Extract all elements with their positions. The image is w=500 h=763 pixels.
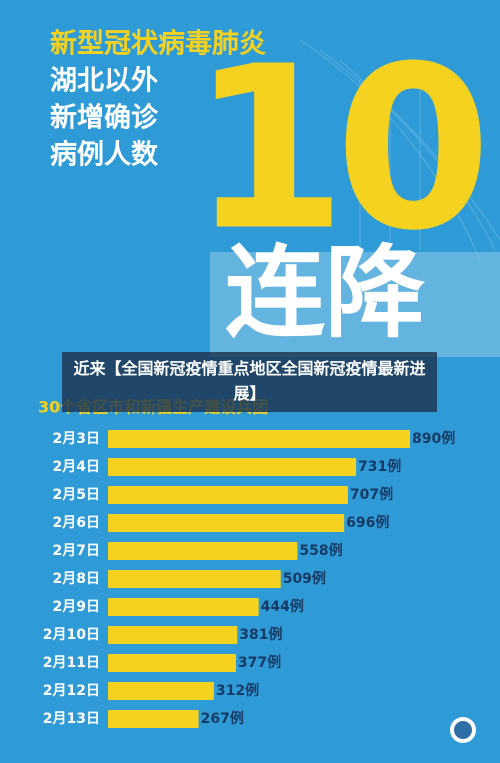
bar (108, 514, 345, 532)
emblem-inner (454, 721, 472, 739)
bar (108, 458, 357, 476)
title-line: 新增确诊 (50, 102, 159, 134)
headline-number: 10 (190, 19, 481, 281)
headline-text: 连降 (225, 234, 425, 351)
bar (108, 430, 410, 448)
headline-band (210, 252, 500, 357)
bar (108, 626, 238, 644)
caption: 近来【全国新冠疫情重点地区全国新冠疫情最新进展】 (73, 359, 426, 403)
value-label: 731例 (358, 458, 401, 475)
bar (108, 598, 259, 616)
bar (108, 542, 298, 560)
title-line: 湖北以外 (50, 66, 158, 97)
category-label: 2月10日 (43, 627, 100, 643)
decor-lines (299, 39, 500, 261)
value-label: 890例 (412, 430, 455, 447)
value-label: 381例 (239, 626, 282, 643)
caption-box (62, 352, 437, 412)
category-label: 2月13日 (43, 711, 100, 727)
bar (108, 682, 214, 700)
category-label: 2月5日 (53, 487, 100, 503)
category-label: 2月3日 (53, 431, 100, 447)
bar (108, 710, 199, 728)
category-label: 2月8日 (53, 571, 100, 587)
value-label: 558例 (299, 542, 342, 559)
title: 新型冠状病毒肺炎 (50, 28, 266, 60)
value-label: 696例 (346, 514, 389, 531)
value-label: 444例 (261, 598, 304, 615)
emblem (450, 717, 476, 743)
value-label: 707例 (350, 486, 393, 503)
bar (108, 570, 281, 588)
category-label: 2月7日 (53, 543, 100, 559)
bar (108, 486, 348, 504)
value-label: 267例 (201, 710, 244, 727)
category-label: 2月6日 (53, 515, 100, 531)
caption-wrap: 近来【全国新冠疫情重点地区全国新冠疫情最新进展】 (73, 359, 426, 403)
category-label: 2月4日 (53, 459, 100, 475)
value-label: 509例 (283, 570, 326, 587)
category-label: 2月11日 (43, 655, 100, 671)
title-line: 病例人数 (50, 140, 159, 171)
value-label: 312例 (216, 682, 259, 699)
category-label: 2月12日 (43, 683, 100, 699)
category-label: 2月9日 (53, 599, 100, 615)
bar (108, 654, 236, 672)
value-label: 377例 (238, 654, 281, 671)
